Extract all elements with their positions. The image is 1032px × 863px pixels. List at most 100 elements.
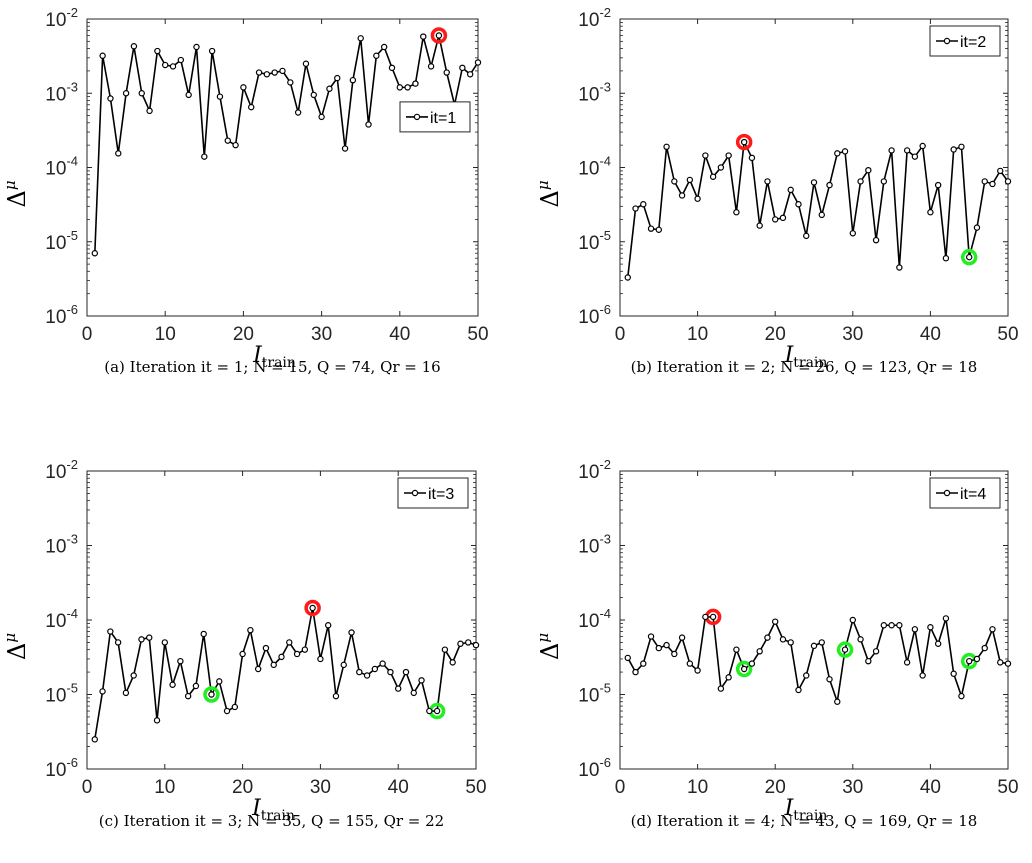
- data-point: [717, 164, 725, 171]
- data-point: [138, 636, 145, 643]
- data-point: [709, 613, 717, 621]
- data-point: [420, 33, 427, 40]
- data-point: [208, 691, 215, 698]
- x-tick-label: 40: [389, 324, 410, 345]
- y-tick-label: 10-5: [578, 681, 611, 707]
- data-point: [349, 76, 357, 84]
- data-point: [404, 84, 411, 91]
- highlight-green-marker: [836, 641, 854, 658]
- data-point: [396, 84, 403, 91]
- data-point: [966, 657, 973, 665]
- data-point: [803, 672, 810, 679]
- data-point: [223, 707, 231, 715]
- data-point: [146, 107, 153, 115]
- x-tick-label: 0: [82, 324, 93, 345]
- chart-panel-3: 0 10 20 30 40 5010-610-510-410-310-2ItrainΔμi…: [1, 457, 487, 830]
- data-point: [1004, 660, 1012, 667]
- data-point: [927, 209, 934, 216]
- data-point: [472, 641, 480, 649]
- data-point: [457, 640, 464, 647]
- data-point: [107, 95, 114, 102]
- data-point: [709, 173, 717, 180]
- data-point: [655, 226, 663, 233]
- chart-panel-1: 0 10 20 30 40 50 10-6 10-5 10-4 10-3 10-2 Itrain Δμ i…: [1, 5, 489, 376]
- y-axis-label: Δμ: [1, 180, 31, 207]
- data-point: [240, 84, 247, 91]
- y-tick-label: 10-5: [45, 228, 78, 254]
- data-point: [826, 181, 833, 189]
- chart-panel-4: 0 10 20 30 40 5010-610-510-410-310-2ItrainΔμi…: [534, 457, 1019, 830]
- data-point: [872, 648, 880, 655]
- data-point: [1004, 178, 1012, 185]
- data-point: [678, 634, 686, 641]
- data-point: [255, 69, 263, 76]
- data-point: [192, 682, 200, 690]
- data-point: [193, 43, 200, 51]
- data-point: [787, 186, 794, 194]
- x-tick-label: 30: [311, 324, 332, 345]
- data-point: [99, 52, 106, 59]
- y-tick-label: 10-6: [578, 302, 611, 328]
- data-point: [169, 681, 176, 688]
- data-point: [880, 178, 888, 185]
- data-point: [632, 205, 639, 212]
- data-point: [740, 665, 748, 673]
- data-point: [379, 660, 386, 667]
- data-point: [248, 103, 255, 111]
- data-point: [919, 672, 926, 679]
- highlight-green-marker: [203, 686, 220, 703]
- x-tick-label: 20: [765, 777, 786, 798]
- data-point: [474, 59, 482, 66]
- data-point: [888, 147, 895, 154]
- data-point: [756, 648, 763, 655]
- subfigure-caption: (c) Iteration it = 3; N = 35, Q = 155, Q…: [99, 812, 444, 830]
- x-tick-label: 10: [154, 777, 175, 798]
- y-tick-label: 10-4: [578, 606, 611, 632]
- data-point: [702, 152, 709, 159]
- data-point: [365, 121, 372, 128]
- data-point: [99, 688, 106, 695]
- data-point: [271, 69, 278, 76]
- data-point: [427, 63, 435, 70]
- y-tick-label: 10-2: [45, 457, 78, 483]
- data-point: [122, 90, 130, 97]
- data-point: [340, 661, 347, 669]
- subfigure-caption: (a) Iteration it = 1; N = 15, Q = 74, Qr…: [104, 358, 440, 376]
- highlight-red-marker: [735, 133, 753, 151]
- data-point: [433, 707, 441, 715]
- data-point: [153, 717, 161, 724]
- data-point: [997, 167, 1004, 175]
- data-point: [942, 615, 950, 622]
- highlight-red-marker: [430, 27, 448, 44]
- data-point: [950, 146, 957, 153]
- data-point: [826, 676, 833, 683]
- data-point: [231, 703, 239, 711]
- data-point: [888, 622, 895, 629]
- data-point: [803, 232, 810, 240]
- y-tick-label: 10-5: [45, 681, 78, 707]
- data-point: [632, 668, 639, 676]
- data-point: [772, 216, 779, 223]
- data-point: [927, 624, 934, 631]
- data-point: [671, 650, 678, 658]
- data-point: [779, 636, 787, 643]
- data-point: [387, 668, 394, 676]
- data-point: [412, 80, 419, 87]
- subfigure-caption: (b) Iteration it = 2; N = 26, Q = 123, Q…: [631, 358, 978, 376]
- x-axis-label: Itrain: [252, 343, 296, 371]
- data-point: [834, 150, 841, 157]
- data-point: [348, 629, 355, 636]
- series-line: [94, 35, 479, 254]
- data-point: [934, 181, 942, 189]
- data-point: [896, 264, 903, 271]
- data-point: [122, 689, 130, 697]
- data-point: [201, 153, 208, 160]
- data-point: [254, 665, 262, 673]
- data-point: [177, 56, 185, 64]
- data-point: [239, 650, 246, 658]
- legend-label: it=2: [960, 34, 986, 51]
- data-point: [903, 659, 911, 666]
- y-tick-label: 10-2: [578, 457, 611, 483]
- series-line: [626, 139, 1009, 278]
- highlight-red-marker: [304, 599, 321, 617]
